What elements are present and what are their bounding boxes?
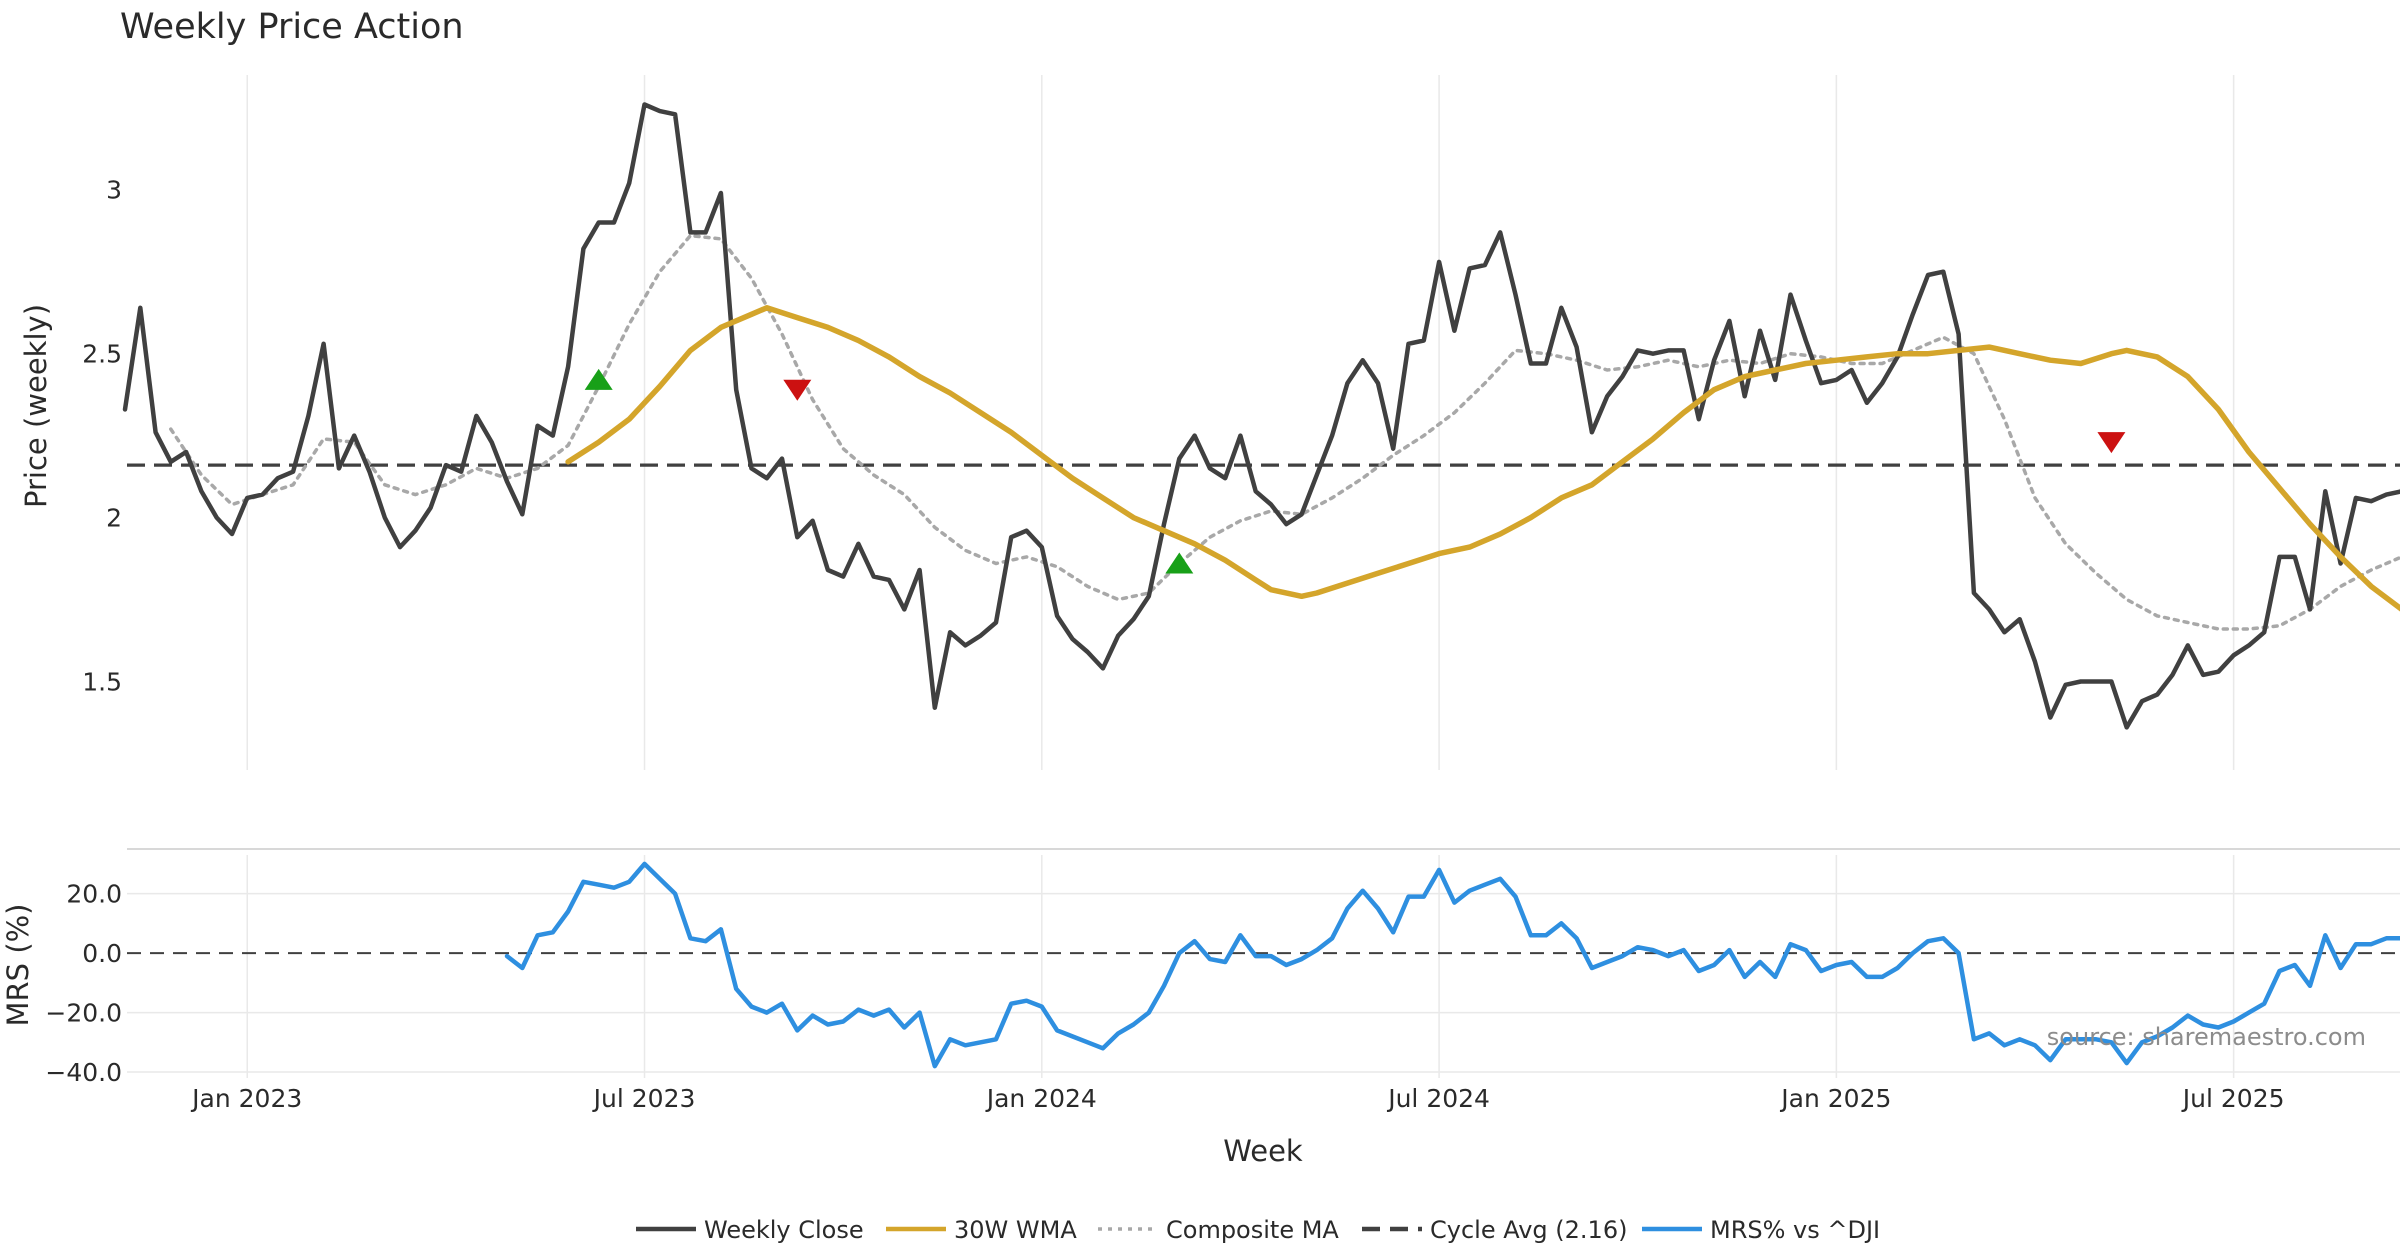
sell-signal-marker bbox=[2097, 432, 2126, 454]
price-y-tick-label: 3 bbox=[106, 176, 122, 205]
x-tick-label: Jul 2025 bbox=[2181, 1084, 2285, 1113]
series-30w-wma bbox=[565, 305, 2400, 612]
x-tick-label: Jan 2024 bbox=[985, 1084, 1097, 1113]
price-grid bbox=[246, 75, 2235, 770]
x-axis-label: Week bbox=[1223, 1134, 1303, 1168]
x-tick-label: Jul 2024 bbox=[1386, 1084, 1490, 1113]
price-series bbox=[122, 102, 2400, 730]
legend-label: Composite MA bbox=[1166, 1216, 1339, 1244]
mrs-y-tick-label: −20.0 bbox=[45, 999, 122, 1028]
price-y-ticks: 1.5 2 2.5 3 bbox=[82, 176, 122, 697]
series-mrs-vs-dji bbox=[504, 861, 2400, 1069]
x-tick-label: Jan 2023 bbox=[190, 1084, 302, 1113]
mrs-y-tick-label: 20.0 bbox=[66, 880, 122, 909]
mrs-y-ticks: −40.0 −20.0 0.0 20.0 bbox=[45, 880, 122, 1087]
mrs-y-tick-label: 0.0 bbox=[82, 939, 122, 968]
x-tick-label: Jan 2025 bbox=[1779, 1084, 1891, 1113]
price-y-tick-label: 2.5 bbox=[82, 340, 122, 369]
chart-title: Weekly Price Action bbox=[120, 7, 464, 47]
signal-markers bbox=[584, 368, 2126, 574]
buy-signal-marker bbox=[584, 368, 613, 390]
source-note: source: sharemaestro.com bbox=[2047, 1023, 2366, 1051]
price-y-tick-label: 1.5 bbox=[82, 667, 122, 696]
legend-label: Weekly Close bbox=[704, 1216, 864, 1244]
price-y-axis-label: Price (weekly) bbox=[19, 304, 53, 508]
legend-label: Cycle Avg (2.16) bbox=[1430, 1216, 1627, 1244]
legend: Weekly Close 30W WMA Composite MA Cycle Avg… bbox=[636, 1216, 1880, 1244]
price-y-tick-label: 2 bbox=[106, 504, 122, 533]
series-weekly-close bbox=[122, 102, 2400, 730]
legend-label: 30W WMA bbox=[954, 1216, 1077, 1244]
buy-signal-marker bbox=[1165, 552, 1194, 574]
mrs-series bbox=[504, 861, 2400, 1069]
series-composite-ma bbox=[169, 233, 2400, 631]
x-axis-ticks: Jan 2023 Jul 2023 Jan 2024 Jul 2024 Jan 2025… bbox=[190, 1084, 2284, 1113]
legend-label: MRS% vs ^DJI bbox=[1710, 1216, 1880, 1244]
mrs-y-axis-label: MRS (%) bbox=[1, 904, 35, 1027]
sell-signal-marker bbox=[783, 379, 812, 401]
mrs-grid bbox=[127, 855, 2400, 1078]
x-tick-label: Jul 2023 bbox=[592, 1084, 696, 1113]
mrs-y-tick-label: −40.0 bbox=[45, 1058, 122, 1087]
